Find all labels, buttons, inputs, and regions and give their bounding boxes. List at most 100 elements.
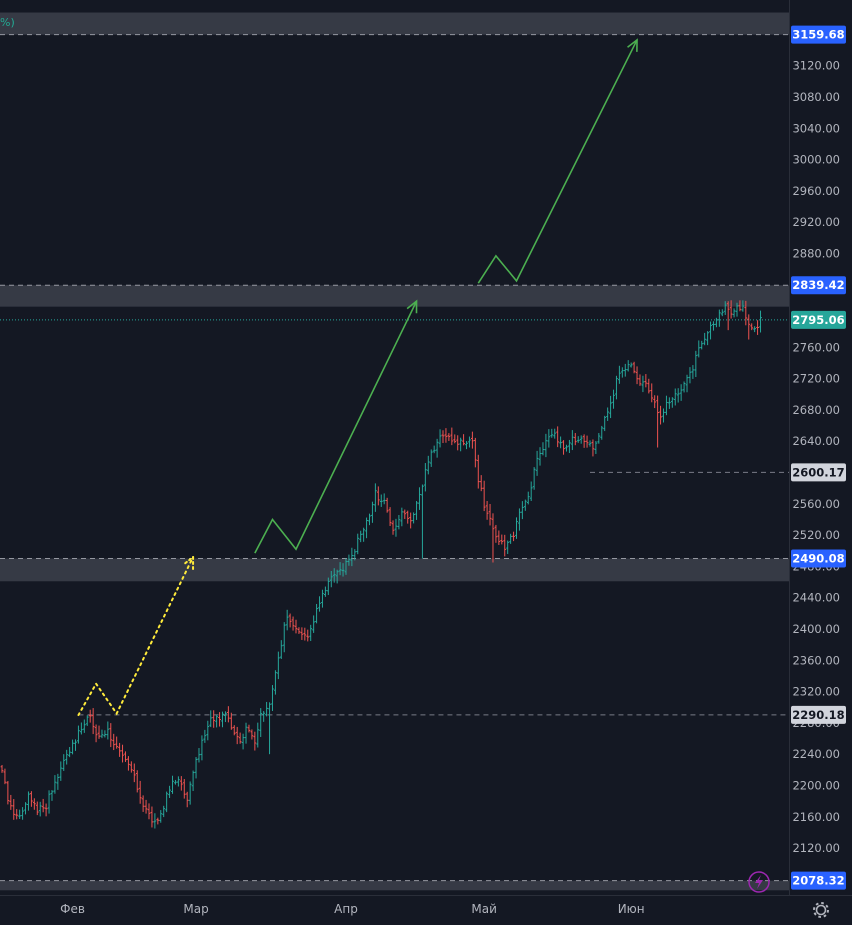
ohlc-bar [156,817,160,825]
price-tick-label: 2640.00 [792,434,840,448]
ohlc-bar [391,520,395,535]
ohlc-bar [426,455,430,475]
ohlc-bar [641,375,645,393]
price-level-tag[interactable]: 2839.42 [791,276,846,295]
ohlc-bar [200,735,204,761]
ohlc-bar [335,569,339,584]
gear-icon[interactable] [813,902,829,918]
ohlc-bar [615,375,618,400]
price-tick-label: 2880.00 [792,246,840,260]
ohlc-bar [265,701,268,717]
ohlc-bar [359,530,363,543]
ohlc-bar [512,531,515,542]
ohlc-bar [435,438,439,458]
price-level-tag[interactable]: 2600.17 [791,463,846,482]
svg-text:2839.42: 2839.42 [792,278,844,292]
arrow-head [406,299,418,314]
ohlc-bar [27,791,30,811]
ohlc-bar [747,314,751,340]
ohlc-bar [9,794,13,810]
ohlc-bar [68,747,72,758]
ohlc-bar [268,702,271,755]
ohlc-bar [488,504,492,526]
ohlc-bar [423,463,427,492]
ohlc-bar [553,428,557,439]
ohlc-bar [744,300,748,326]
ohlc-bar [279,640,283,659]
ohlc-bar [350,547,354,567]
ohlc-bar [35,801,39,816]
ohlc-bar [47,790,51,814]
ohlc-bar [494,524,498,543]
ohlc-bar [535,450,539,476]
ohlc-bar [400,507,404,527]
ohlc-bar [456,435,460,451]
ohlc-bar [53,775,57,794]
ohlc-bar [112,733,116,751]
ohlc-bar [750,323,754,331]
ohlc-bar [221,711,224,728]
price-level-tag[interactable]: 2290.18 [791,705,846,724]
ohlc-bar [576,436,580,443]
ohlc-bar [541,442,545,456]
price-level-tag[interactable]: 2078.32 [791,871,846,890]
ohlc-bar [526,491,530,505]
ohlc-bar [294,619,298,634]
ohlc-bar [717,309,721,327]
ohlc-bar [30,791,33,807]
svg-text:2490.08: 2490.08 [792,552,844,566]
ohlc-bar [188,781,192,805]
ohlc-bar [653,395,657,409]
price-level-tag[interactable]: 3159.68 [791,25,846,44]
time-tick-label: Июн [618,902,645,916]
ohlc-bar [706,331,709,346]
ohlc-bar [185,791,189,808]
projection-drawings [77,38,638,717]
ohlc-bar [509,533,513,544]
ohlc-bar [341,563,345,577]
ohlc-bar [206,720,210,741]
time-axis[interactable]: Фев Мар Апр Май Июн [0,895,852,917]
ohlc-bar [182,779,186,799]
ohlc-bar [44,803,48,817]
ohlc-bar [71,739,74,755]
ohlc-bar [50,790,54,801]
price-level-tags: 3159.68 2839.42 2795.06 2600.17 2490.08 2290.… [791,25,846,890]
ohlc-bar [441,430,445,443]
ohlc-bar [447,433,451,441]
ohlc-bar [459,437,463,452]
price-tick-label: 2440.00 [792,591,840,605]
ohlc-bar [256,722,260,748]
ohlc-bar [632,361,636,374]
ohlc-bar [468,436,471,448]
ohlc-bar [244,722,248,744]
projection-path[interactable] [254,300,418,554]
ohlc-bar [300,627,304,640]
ohlc-bar [479,475,483,492]
ohlc-bar [409,512,413,529]
price-level-tag[interactable]: 2490.08 [791,549,846,568]
projection-path[interactable] [477,39,638,284]
price-level-tag[interactable]: 2795.06 [791,310,846,329]
ohlc-bar [476,454,480,489]
ohlc-bar [74,739,77,751]
ohlc-bar [21,807,24,820]
ohlc-bar [235,726,239,745]
ohlc-bar [212,710,216,728]
ohlc-bar [65,749,69,765]
ohlc-bar [218,712,221,727]
horizontal-levels [0,12,789,891]
ohlc-bar [115,736,119,749]
ohlc-bar [174,779,177,785]
price-axis[interactable] [789,0,852,925]
ohlc-bar [585,435,589,448]
ohlc-bar [397,515,401,530]
projection-path[interactable] [77,556,195,717]
ohlc-bar [118,742,121,757]
ohlc-bar [224,711,227,723]
ohlc-bar [165,791,169,813]
lightning-icon[interactable] [748,871,770,893]
ohlc-bar [3,768,7,785]
ohlc-bar [162,805,166,818]
